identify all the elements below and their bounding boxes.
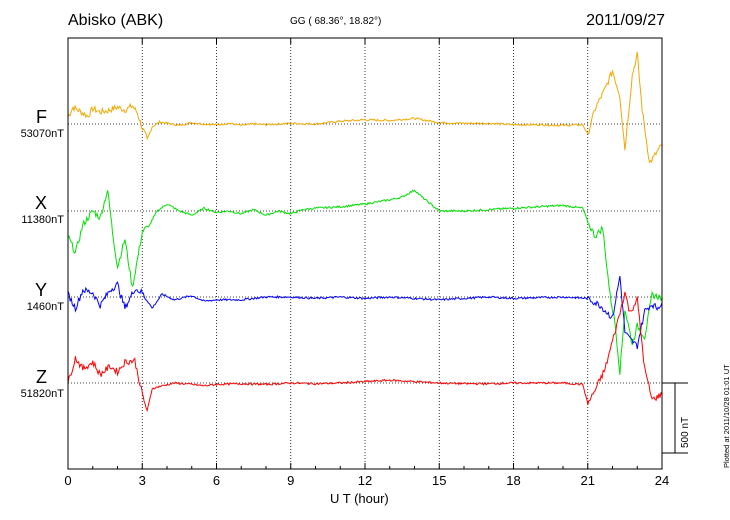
x-tick-label: 18 bbox=[506, 473, 520, 488]
baseline-value-x: 11380nT bbox=[21, 214, 64, 226]
series-line-y bbox=[67, 276, 663, 350]
component-label-y: Y 1460nT bbox=[0, 280, 64, 314]
component-label-x: X 11380nT bbox=[0, 193, 64, 227]
x-tick-label: 6 bbox=[213, 473, 220, 488]
component-label-f: F 53070nT bbox=[0, 107, 64, 141]
scale-bar-label: 500 nT bbox=[680, 416, 691, 448]
series-line-f bbox=[67, 51, 662, 164]
series-line-z bbox=[67, 291, 663, 412]
plot-date: 2011/09/27 bbox=[586, 12, 665, 29]
baseline-value-y: 1460nT bbox=[26, 301, 64, 313]
series-name-y: Y bbox=[34, 280, 47, 300]
scale-bar bbox=[662, 382, 688, 454]
x-tick-label: 24 bbox=[655, 473, 669, 488]
plotted-timestamp: Plotted at 2011/10/28 01:01 UT bbox=[722, 364, 730, 468]
x-tick-label: 3 bbox=[139, 473, 146, 488]
grid-lines bbox=[141, 38, 589, 469]
station-coordinates: GG ( 68.36°, 18.82°) bbox=[290, 16, 382, 27]
x-tick-label: 12 bbox=[358, 473, 372, 488]
component-label-z: Z 51820nT bbox=[0, 367, 64, 401]
series-name-f: F bbox=[36, 107, 47, 127]
x-tick-label: 0 bbox=[64, 473, 71, 488]
x-tick-label: 21 bbox=[581, 473, 595, 488]
x-axis-label: U T (hour) bbox=[330, 491, 389, 506]
baseline-value-z: 51820nT bbox=[20, 388, 64, 400]
x-tick-label: 15 bbox=[432, 473, 446, 488]
series-line-x bbox=[67, 189, 663, 375]
series-name-z: Z bbox=[36, 367, 47, 387]
station-title: Abisko (ABK) bbox=[68, 12, 164, 29]
x-axis-ticks: 0 3 6 9 12 15 18 21 24 bbox=[64, 38, 669, 488]
baseline-value-f: 53070nT bbox=[20, 128, 64, 140]
series-name-x: X bbox=[34, 193, 47, 213]
series-traces bbox=[67, 51, 663, 412]
x-tick-label: 9 bbox=[287, 473, 294, 488]
